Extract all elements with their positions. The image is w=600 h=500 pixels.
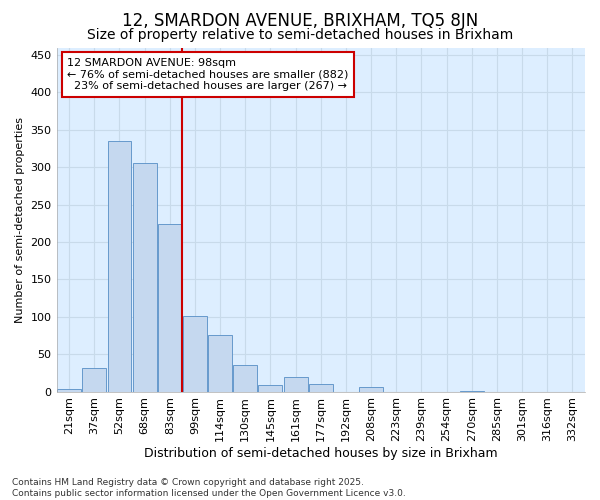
Text: Contains HM Land Registry data © Crown copyright and database right 2025.
Contai: Contains HM Land Registry data © Crown c…: [12, 478, 406, 498]
Bar: [284, 376, 308, 392]
Bar: [107, 141, 131, 392]
Text: Size of property relative to semi-detached houses in Brixham: Size of property relative to semi-detach…: [87, 28, 513, 42]
Bar: [460, 391, 484, 392]
Bar: [359, 387, 383, 392]
Bar: [133, 164, 157, 392]
Bar: [309, 384, 333, 392]
Bar: [82, 368, 106, 392]
Text: 12 SMARDON AVENUE: 98sqm
← 76% of semi-detached houses are smaller (882)
  23% o: 12 SMARDON AVENUE: 98sqm ← 76% of semi-d…: [67, 58, 349, 91]
Bar: [183, 316, 207, 392]
Bar: [233, 364, 257, 392]
Text: 12, SMARDON AVENUE, BRIXHAM, TQ5 8JN: 12, SMARDON AVENUE, BRIXHAM, TQ5 8JN: [122, 12, 478, 30]
Bar: [208, 336, 232, 392]
Bar: [57, 388, 81, 392]
Bar: [259, 385, 283, 392]
X-axis label: Distribution of semi-detached houses by size in Brixham: Distribution of semi-detached houses by …: [144, 447, 497, 460]
Y-axis label: Number of semi-detached properties: Number of semi-detached properties: [15, 116, 25, 322]
Bar: [158, 224, 182, 392]
